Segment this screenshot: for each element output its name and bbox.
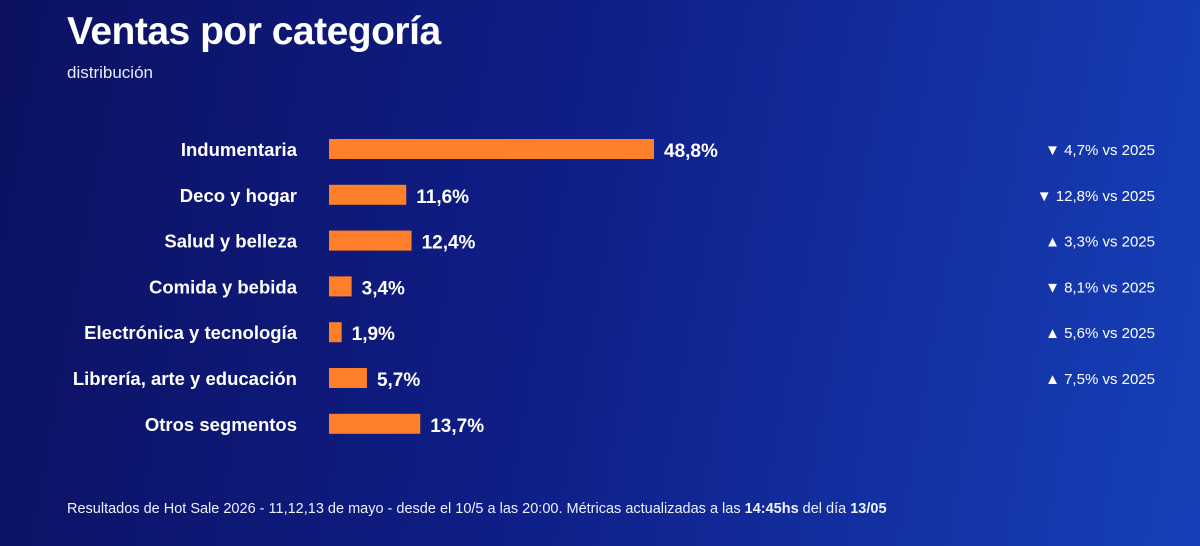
category-label: Comida y bebida — [149, 276, 298, 297]
category-label: Salud y belleza — [164, 231, 297, 252]
page-subtitle: distribución — [67, 63, 153, 82]
comparison-label: ▼ 8,1% vs 2025 — [1045, 279, 1155, 296]
comparison-label: ▼ 12,8% vs 2025 — [1037, 188, 1155, 205]
value-label: 1,9% — [352, 324, 395, 345]
category-label: Electrónica y tecnología — [84, 322, 298, 343]
category-label: Otros segmentos — [145, 414, 297, 435]
value-label: 48,8% — [664, 141, 718, 162]
footer-text-prefix: Resultados de Hot Sale 2026 - 11,12,13 d… — [67, 501, 745, 517]
value-label: 3,4% — [362, 278, 405, 299]
value-label: 12,4% — [422, 233, 476, 254]
comparison-label: ▲ 7,5% vs 2025 — [1045, 371, 1155, 388]
footer-time: 14:45hs — [744, 501, 799, 517]
category-bar-chart: Indumentaria 48,8% ▼ 4,7% vs 2025 Deco y ho… — [73, 139, 1155, 437]
bar — [329, 139, 654, 159]
value-label: 11,6% — [416, 187, 469, 208]
bar — [329, 276, 352, 297]
value-label: 13,7% — [430, 416, 484, 437]
bar — [329, 230, 412, 251]
comparison-label: ▲ 3,3% vs 2025 — [1045, 234, 1155, 251]
bar — [329, 368, 367, 388]
bar — [329, 413, 421, 434]
category-label: Deco y hogar — [180, 185, 297, 206]
bar-row: Deco y hogar 11,6% ▼ 12,8% vs 2025 — [180, 184, 1155, 208]
bar-row: Otros segmentos 13,7% — [145, 413, 484, 437]
bar-row: Electrónica y tecnología 1,9% ▲ 5,6% vs 20… — [84, 322, 1155, 345]
bar-row: Indumentaria 48,8% ▼ 4,7% vs 2025 — [181, 139, 1155, 162]
bar — [329, 322, 342, 343]
category-label: Indumentaria — [181, 139, 298, 160]
page-title: Ventas por categoría — [67, 10, 441, 53]
value-label: 5,7% — [377, 370, 420, 391]
bar — [329, 184, 407, 205]
comparison-label: ▼ 4,7% vs 2025 — [1045, 142, 1155, 159]
footer-text-middle: del día — [798, 501, 851, 517]
category-label: Librería, arte y educación — [73, 368, 297, 389]
footer-date: 13/05 — [850, 501, 887, 517]
bar-row: Salud y belleza 12,4% ▲ 3,3% vs 2025 — [164, 230, 1155, 254]
footer-note: Resultados de Hot Sale 2026 - 11,12,13 d… — [67, 501, 887, 517]
comparison-label: ▲ 5,6% vs 2025 — [1045, 325, 1155, 342]
bar-row: Comida y bebida 3,4% ▼ 8,1% vs 2025 — [149, 276, 1155, 299]
bar-row: Librería, arte y educación 5,7% ▲ 7,5% vs … — [73, 368, 1155, 391]
